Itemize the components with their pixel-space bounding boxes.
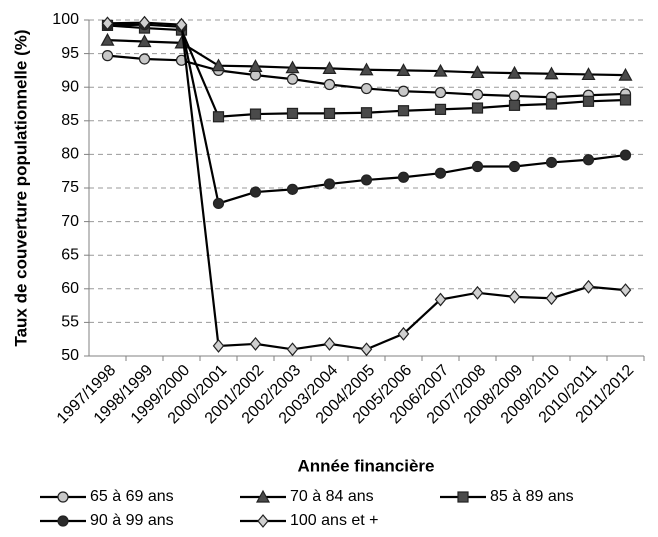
legend-item: 100 ans et + <box>240 512 379 529</box>
marker <box>211 58 226 72</box>
marker <box>582 279 595 294</box>
marker <box>138 53 151 65</box>
marker <box>581 67 596 81</box>
marker <box>508 99 521 111</box>
marker <box>175 17 188 32</box>
legend-item: 65 à 69 ans <box>40 488 174 505</box>
marker <box>360 174 373 186</box>
marker <box>101 50 114 62</box>
marker <box>286 73 299 85</box>
marker <box>434 167 447 179</box>
marker <box>360 82 373 95</box>
marker <box>396 63 411 77</box>
marker <box>257 514 269 528</box>
legend-label: 85 à 89 ans <box>490 488 574 505</box>
marker <box>138 15 151 30</box>
y-tick-label: 100 <box>52 11 79 28</box>
marker <box>434 86 447 99</box>
marker <box>619 149 632 161</box>
marker <box>508 289 521 304</box>
marker <box>434 292 447 307</box>
marker <box>619 94 632 106</box>
marker <box>397 85 410 97</box>
marker <box>545 291 558 306</box>
marker <box>57 491 69 503</box>
marker <box>285 60 300 74</box>
marker <box>397 171 410 183</box>
marker <box>618 67 633 81</box>
y-tick-label: 60 <box>61 280 79 297</box>
legend-label: 100 ans et + <box>290 512 379 529</box>
y-tick-label: 55 <box>61 314 79 331</box>
marker <box>137 34 152 48</box>
marker <box>471 102 484 114</box>
marker <box>582 95 595 107</box>
x-axis-title: Année financière <box>298 456 435 475</box>
marker <box>286 183 299 195</box>
marker <box>212 111 225 123</box>
legend-label: 90 à 99 ans <box>90 512 174 529</box>
legend-label: 65 à 69 ans <box>90 488 174 505</box>
legend-item: 70 à 84 ans <box>240 488 374 505</box>
marker <box>397 326 410 341</box>
marker <box>323 336 336 351</box>
y-tick-label: 80 <box>61 146 79 163</box>
legend-item: 90 à 99 ans <box>40 512 174 529</box>
marker <box>323 178 336 190</box>
marker <box>323 78 336 91</box>
y-tick-label: 90 <box>61 78 79 95</box>
marker <box>471 285 484 300</box>
marker <box>359 62 374 76</box>
marker <box>470 65 485 79</box>
marker <box>508 90 521 102</box>
y-tick-label: 65 <box>61 246 79 263</box>
marker <box>544 66 559 80</box>
legend-label: 70 à 84 ans <box>290 488 374 505</box>
marker <box>249 108 262 120</box>
marker <box>57 515 69 527</box>
marker <box>507 65 522 79</box>
marker <box>248 59 263 72</box>
marker <box>433 63 448 77</box>
marker <box>249 186 262 198</box>
marker <box>619 283 632 298</box>
y-tick-label: 70 <box>61 213 79 230</box>
marker <box>255 489 271 503</box>
marker <box>434 103 447 115</box>
marker <box>286 107 299 120</box>
marker <box>471 160 484 173</box>
y-tick-label: 50 <box>61 347 79 364</box>
marker <box>545 98 558 110</box>
y-tick-label: 95 <box>61 45 79 62</box>
marker <box>545 156 558 169</box>
marker <box>471 88 484 101</box>
marker <box>397 105 410 117</box>
marker <box>360 107 373 119</box>
marker <box>101 16 114 31</box>
marker <box>322 61 337 74</box>
marker <box>457 491 469 503</box>
marker <box>249 336 262 351</box>
y-tick-label: 85 <box>61 112 79 129</box>
marker <box>360 342 373 357</box>
marker <box>212 338 225 353</box>
marker <box>286 342 299 357</box>
marker <box>582 154 595 166</box>
marker <box>100 32 115 46</box>
y-axis-title: Taux de couverture populationnelle (%) <box>11 29 30 346</box>
legend-item: 85 à 89 ans <box>440 488 574 505</box>
y-tick-label: 75 <box>61 179 79 196</box>
marker <box>323 107 336 120</box>
marker <box>508 160 521 173</box>
marker <box>212 197 225 210</box>
